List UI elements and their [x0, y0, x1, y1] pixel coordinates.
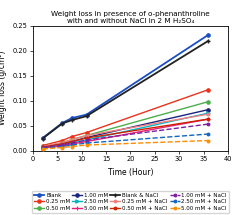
0.25 mM	[41, 144, 44, 147]
Legend: Blank, 0.25 mM, 0.50 mM, 1.00 mM, 2.50 mM, 5.00 mM, Blank & NaCl, 0.25 mM + NaCl: Blank, 0.25 mM, 0.50 mM, 1.00 mM, 2.50 m…	[32, 191, 229, 213]
Line: 0.25 mM + NaCl: 0.25 mM + NaCl	[41, 113, 210, 148]
Blank & NaCl	[61, 122, 63, 125]
0.25 mM + NaCl	[61, 141, 63, 144]
2.50 mM + NaCl	[41, 147, 44, 150]
Line: 1.00 mM: 1.00 mM	[41, 108, 210, 149]
0.50 mM + NaCl	[207, 118, 210, 120]
0.50 mM + NaCl	[85, 137, 88, 139]
Line: Blank & NaCl: Blank & NaCl	[40, 38, 211, 141]
2.50 mM	[85, 139, 88, 141]
1.00 mM	[85, 136, 88, 139]
Blank & NaCl	[207, 40, 210, 42]
1.00 mM + NaCl	[207, 123, 210, 125]
1.00 mM	[61, 143, 63, 145]
Line: 5.00 mM: 5.00 mM	[40, 117, 211, 150]
0.50 mM	[85, 134, 88, 137]
Blank	[85, 113, 88, 116]
Line: 0.50 mM: 0.50 mM	[41, 100, 210, 148]
5.00 mM	[70, 143, 73, 145]
5.00 mM + NaCl	[61, 146, 63, 149]
Line: 0.50 mM + NaCl: 0.50 mM + NaCl	[41, 118, 210, 148]
2.50 mM	[41, 146, 44, 149]
5.00 mM + NaCl	[207, 139, 210, 142]
Title: Weight loss in presence of o-phenanthroline
with and without NaCl in 2 M H₂SO₄: Weight loss in presence of o-phenanthrol…	[51, 11, 210, 24]
0.50 mM + NaCl	[61, 143, 63, 145]
0.25 mM	[70, 135, 73, 138]
1.00 mM + NaCl	[61, 144, 63, 146]
0.25 mM	[61, 139, 63, 142]
5.00 mM	[207, 118, 210, 120]
5.00 mM	[61, 145, 63, 147]
5.00 mM + NaCl	[41, 148, 44, 150]
2.50 mM	[61, 144, 63, 146]
X-axis label: Time (Hour): Time (Hour)	[108, 168, 153, 177]
5.00 mM + NaCl	[85, 144, 88, 146]
1.00 mM	[41, 146, 44, 148]
0.25 mM	[85, 131, 88, 134]
5.00 mM	[85, 140, 88, 143]
2.50 mM + NaCl	[61, 145, 63, 148]
Blank & NaCl	[70, 119, 73, 121]
Blank	[70, 117, 73, 119]
Line: Blank: Blank	[41, 33, 210, 140]
2.50 mM + NaCl	[207, 133, 210, 135]
0.25 mM + NaCl	[70, 138, 73, 141]
Blank & NaCl	[85, 115, 88, 117]
2.50 mM	[207, 112, 210, 114]
5.00 mM + NaCl	[70, 145, 73, 148]
1.00 mM + NaCl	[85, 139, 88, 141]
2.50 mM + NaCl	[85, 142, 88, 144]
Line: 1.00 mM + NaCl: 1.00 mM + NaCl	[41, 123, 210, 149]
0.50 mM	[207, 100, 210, 103]
1.00 mM	[70, 140, 73, 143]
1.00 mM + NaCl	[70, 142, 73, 144]
2.50 mM	[70, 142, 73, 144]
Blank	[41, 137, 44, 139]
5.00 mM	[41, 147, 44, 149]
0.50 mM	[61, 142, 63, 144]
0.25 mM + NaCl	[41, 145, 44, 148]
Blank & NaCl	[41, 137, 44, 140]
Line: 5.00 mM + NaCl: 5.00 mM + NaCl	[41, 139, 210, 150]
1.00 mM + NaCl	[41, 146, 44, 149]
2.50 mM + NaCl	[70, 144, 73, 146]
Blank	[207, 34, 210, 36]
Blank	[61, 122, 63, 124]
Y-axis label: Weight loss (g/cm²): Weight loss (g/cm²)	[0, 51, 7, 125]
1.00 mM	[207, 108, 210, 111]
0.50 mM	[41, 145, 44, 148]
Line: 2.50 mM: 2.50 mM	[41, 111, 210, 149]
Line: 0.25 mM: 0.25 mM	[41, 88, 210, 147]
0.25 mM + NaCl	[207, 113, 210, 115]
Line: 2.50 mM + NaCl: 2.50 mM + NaCl	[41, 133, 210, 150]
0.50 mM	[70, 138, 73, 141]
0.25 mM	[207, 88, 210, 91]
0.25 mM + NaCl	[85, 134, 88, 137]
0.50 mM + NaCl	[41, 146, 44, 148]
0.50 mM + NaCl	[70, 140, 73, 143]
